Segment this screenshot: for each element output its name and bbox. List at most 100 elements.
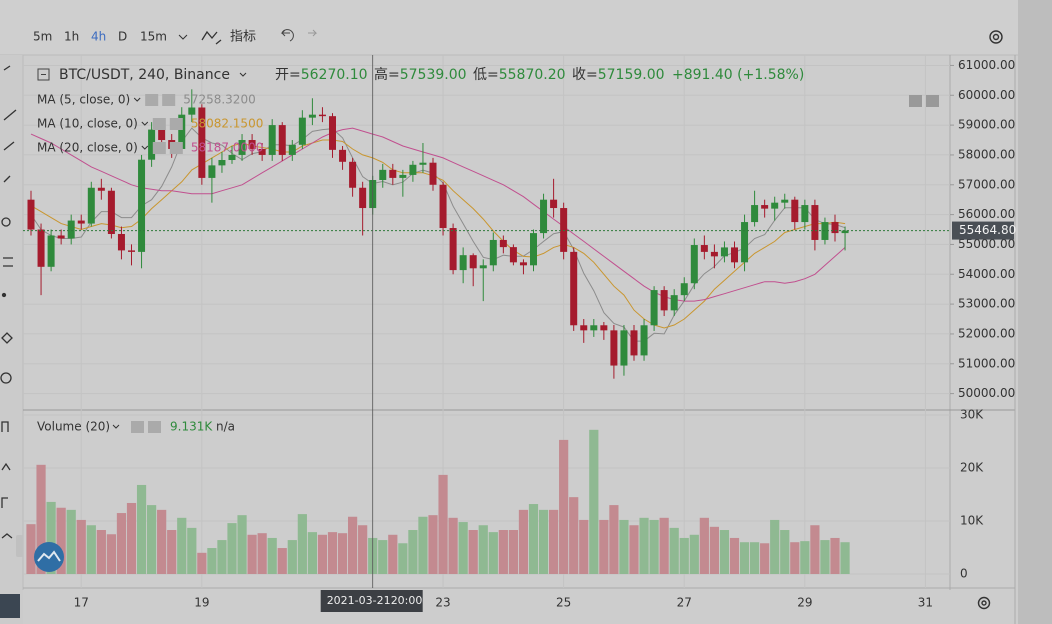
tool-icon[interactable] [1, 421, 9, 432]
tool-icon[interactable] [3, 257, 13, 267]
ma-legend-dropdown[interactable] [141, 145, 149, 150]
candle-body [429, 162, 437, 185]
redo-button[interactable] [308, 29, 318, 37]
tool-icon[interactable] [1, 533, 13, 539]
interval-button-active[interactable]: 4h [91, 30, 106, 44]
tool-icon[interactable] [1, 217, 11, 227]
volume-bar [287, 540, 297, 575]
volume-bar [659, 517, 669, 575]
tool-icon[interactable] [1, 332, 13, 344]
ma-legend-dropdown[interactable] [133, 97, 141, 102]
ma-visibility-button[interactable] [145, 94, 159, 106]
candle-body [37, 229, 45, 267]
gear[interactable] [977, 596, 991, 610]
volume-bar [398, 543, 408, 575]
volume-bar [549, 509, 559, 575]
candle-body [178, 114, 186, 149]
ohlc-legend: 开=56270.10 高=57539.00 低=55870.20 收=57159.00 [275, 66, 665, 83]
volume-bar [820, 540, 830, 575]
volume-bar [458, 522, 468, 575]
candle-body [389, 169, 397, 178]
volume-bar [599, 519, 609, 575]
interval-button[interactable]: 5m [33, 30, 52, 44]
volume-bar [337, 533, 348, 575]
volume-bar [207, 548, 217, 575]
ma-legend-dropdown[interactable] [141, 121, 149, 126]
indicator-icon[interactable] [201, 30, 222, 45]
pane-button[interactable] [926, 95, 939, 107]
ma-remove-button[interactable] [169, 118, 183, 130]
volume-bar [609, 505, 619, 575]
tool-icon[interactable] [3, 175, 11, 183]
interval-dropdown[interactable] [178, 34, 188, 40]
x-tick-label: 25 [556, 596, 571, 610]
candle-body [620, 330, 628, 366]
candle-body [439, 184, 447, 229]
interval-button[interactable]: D [118, 30, 127, 44]
collapse-legend[interactable] [37, 68, 50, 81]
tool-icon[interactable] [1, 462, 11, 471]
undo-button[interactable] [280, 29, 294, 42]
ma-visibility-button[interactable] [152, 118, 166, 130]
indicators-button[interactable]: 指标 [230, 30, 256, 45]
tool-icon[interactable] [3, 109, 17, 121]
candle-body [710, 251, 718, 257]
candle-body [248, 140, 256, 149]
candle-body [409, 164, 417, 175]
tool-icon[interactable] [1, 292, 7, 298]
volume-tick-label: 20K [960, 460, 984, 474]
volume-bar [770, 519, 780, 575]
tool-icon[interactable] [3, 65, 11, 71]
volume-bar [760, 543, 770, 575]
volume-dropdown[interactable] [112, 424, 120, 429]
volume-bar [579, 519, 589, 575]
volume-bar [649, 519, 659, 575]
candle-body [268, 125, 276, 155]
tool-icon[interactable] [3, 141, 15, 151]
gear[interactable] [989, 30, 1003, 44]
volume-bar [478, 525, 488, 575]
candle-body [610, 330, 618, 366]
volume-bar [257, 533, 267, 575]
ma-visibility-button[interactable] [152, 142, 166, 154]
candle-body [349, 161, 357, 188]
candle-body [570, 251, 578, 326]
candle-body [761, 205, 769, 209]
y-tick-label: 52000.00 [958, 326, 1015, 340]
symbol-label[interactable]: BTC/USDT, 240, Binance [59, 67, 230, 83]
candle-body [841, 230, 849, 234]
ma-remove-button[interactable] [162, 94, 176, 106]
candle-body [218, 160, 226, 166]
gear-hub[interactable] [992, 33, 1000, 41]
visibility-button[interactable] [131, 421, 144, 433]
candle-body [600, 325, 608, 331]
volume-bar [126, 502, 137, 575]
ohlc-value: 56270.10 [301, 67, 368, 83]
ma-remove-button[interactable] [169, 142, 183, 154]
volume-bar [197, 552, 207, 575]
candle-body [318, 114, 326, 117]
candle-body [791, 199, 799, 223]
change-label: +891.40 (+1.58%) [672, 67, 804, 83]
interval-button[interactable]: 1h [64, 30, 79, 44]
crosshair-date: 2021-03-21 [327, 594, 391, 607]
left-corner-button[interactable] [0, 594, 20, 618]
collapse-handle[interactable] [16, 535, 23, 557]
candle-body [479, 265, 487, 269]
gear-hub[interactable] [981, 600, 987, 606]
candle-body [509, 247, 517, 263]
pane-button[interactable] [909, 95, 922, 107]
symbol-dropdown[interactable] [239, 72, 247, 77]
interval-button[interactable]: 15m [140, 30, 167, 44]
volume-title: Volume (20) [37, 420, 110, 434]
candle-body [720, 247, 728, 257]
settings-button-bottom[interactable] [977, 596, 991, 610]
x-tick-label: 31 [918, 596, 933, 610]
ma-legend-value: 58187.0000 [191, 141, 264, 155]
volume-bar [227, 523, 237, 575]
settings-button[interactable] [989, 30, 1003, 44]
tool-icon[interactable] [0, 372, 12, 384]
tool-icon[interactable] [1, 497, 8, 508]
candle-body [751, 205, 759, 223]
remove-button[interactable] [148, 421, 161, 433]
